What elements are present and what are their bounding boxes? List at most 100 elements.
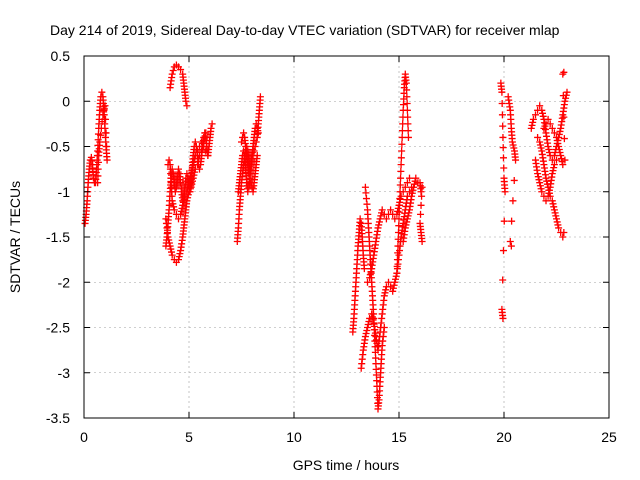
data-point (168, 248, 175, 256)
data-point (401, 224, 409, 232)
data-point (557, 155, 565, 163)
data-point (184, 185, 192, 193)
data-point (363, 327, 371, 335)
data-point (168, 70, 176, 78)
data-point (175, 215, 182, 223)
data-point (410, 180, 418, 188)
data-point (404, 120, 412, 128)
data-point (398, 140, 406, 148)
x-tick-label: 0 (80, 429, 88, 445)
data-point (405, 209, 413, 217)
data-point (252, 138, 260, 146)
data-point (546, 192, 554, 200)
data-point (392, 272, 400, 280)
data-point (559, 233, 567, 241)
data-point (166, 242, 174, 250)
data-point (506, 238, 514, 246)
data-point (204, 152, 212, 160)
x-axis-label: GPS time / hours (293, 457, 400, 473)
data-point (401, 183, 409, 191)
data-point (498, 111, 506, 119)
data-point (177, 66, 185, 74)
data-point (397, 167, 405, 175)
data-point (395, 222, 403, 230)
data-point (499, 154, 507, 162)
data-point (367, 268, 375, 276)
data-point (508, 217, 516, 225)
data-point (98, 118, 106, 126)
data-point (534, 133, 542, 141)
data-point (550, 129, 558, 137)
data-point (555, 224, 563, 232)
data-point (176, 250, 184, 258)
data-point (553, 136, 561, 144)
data-point (507, 242, 515, 250)
data-point (238, 138, 245, 146)
data-point (553, 133, 560, 141)
data-point (196, 143, 203, 150)
data-point (550, 203, 558, 211)
data-point (555, 146, 563, 154)
data-point (245, 170, 253, 178)
data-point (402, 79, 410, 87)
data-point (169, 66, 177, 74)
x-tick-label: 10 (286, 429, 302, 445)
data-point (552, 212, 560, 220)
y-tick-label: 0.5 (51, 48, 71, 64)
data-point (364, 320, 372, 328)
data-point (182, 97, 190, 105)
data-point (186, 176, 194, 184)
data-point (191, 155, 199, 163)
data-point (190, 158, 198, 166)
data-point (553, 215, 560, 223)
data-point (186, 173, 194, 181)
data-point (369, 316, 377, 324)
data-point (393, 256, 401, 264)
data-point (164, 233, 172, 241)
data-point (498, 88, 506, 96)
data-point (99, 111, 107, 119)
data-point (394, 204, 402, 212)
data-point (499, 122, 507, 130)
data-point (170, 206, 178, 214)
data-point (398, 133, 406, 141)
data-point (543, 177, 551, 185)
x-tick-label: 25 (601, 429, 617, 445)
data-point (387, 206, 395, 214)
data-point (98, 88, 106, 96)
data-point (380, 324, 388, 331)
data-point (97, 131, 105, 139)
data-point (381, 289, 389, 297)
data-point (553, 156, 560, 164)
data-point (375, 218, 383, 226)
y-tick-label: -0.5 (46, 139, 70, 155)
data-point (200, 138, 208, 146)
grid-lines (84, 56, 609, 418)
y-tick-label: 0 (62, 93, 70, 109)
data-point (94, 179, 102, 187)
data-point (554, 139, 562, 147)
data-point (403, 106, 411, 114)
data-point (396, 188, 404, 196)
data-point (550, 164, 558, 172)
data-point (207, 124, 215, 132)
data-point (375, 221, 383, 229)
data-point (527, 124, 535, 132)
data-point (169, 200, 177, 208)
data-point (187, 170, 195, 178)
data-point (385, 278, 392, 286)
x-tick-label: 15 (391, 429, 407, 445)
data-point (376, 215, 384, 223)
data-point (201, 132, 209, 140)
data-point (202, 129, 210, 137)
data-point (185, 179, 193, 187)
data-point (500, 217, 508, 225)
data-point (499, 144, 507, 152)
y-tick-label: -1.5 (46, 229, 70, 245)
data-point (498, 100, 506, 108)
data-point (404, 113, 412, 121)
y-tick-label: -3 (58, 365, 71, 381)
data-point (377, 212, 385, 220)
data-point (410, 183, 418, 191)
data-point (403, 100, 411, 108)
